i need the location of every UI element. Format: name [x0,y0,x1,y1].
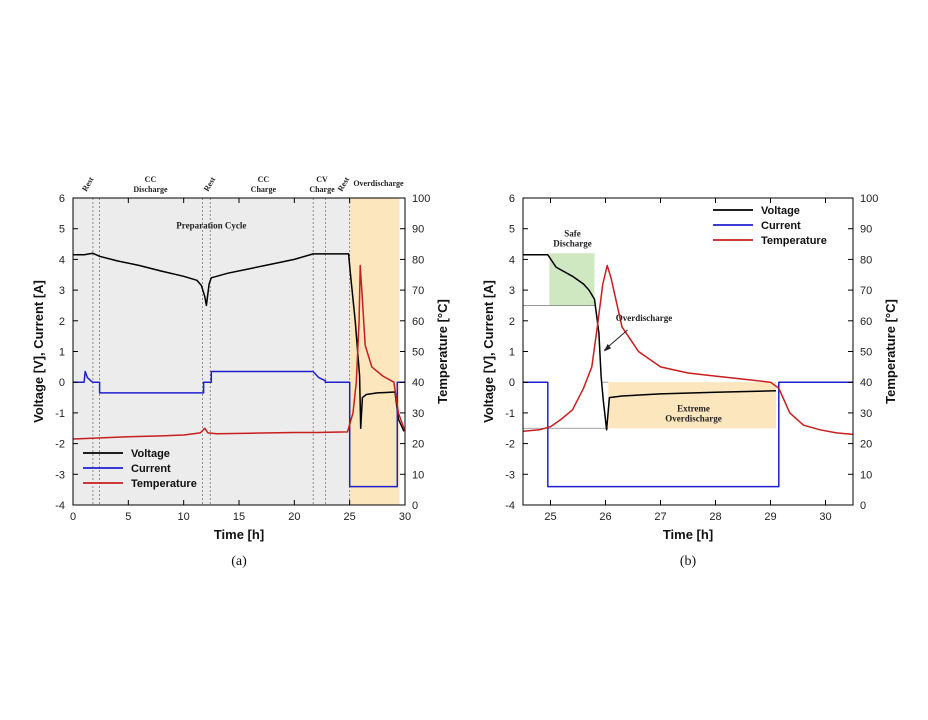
extreme-overdischarge-region [608,382,776,429]
y-tick-label: 5 [59,224,65,236]
preparation-cycle-label: Preparation Cycle [176,221,246,231]
y2-tick-label: 30 [412,408,424,420]
legend-label: Current [761,220,801,232]
y2-tick-label: 60 [860,316,872,328]
y2-tick-label: 10 [412,469,424,481]
preparation-region [73,198,350,505]
y-tick-label: 0 [59,377,65,389]
y-tick-label: -3 [55,469,65,481]
voltage-series-line [73,252,405,432]
phase-label: Overdischarge [353,179,404,188]
phase-label: CC Charge [251,175,277,194]
current-series-line [73,370,405,488]
y2-tick-label: 0 [412,500,418,512]
y2-axis-label: Temperature [°C] [435,299,450,404]
y-tick-label: 6 [509,193,515,205]
y-tick-label: 3 [509,285,515,297]
y-tick-label: -1 [505,408,515,420]
x-tick-label: 5 [125,511,131,523]
y-axis-label: Voltage [V], Current [A] [481,280,496,423]
y-tick-label: -3 [505,469,515,481]
phase-label: CV Charge [309,175,335,194]
y-tick-label: -4 [505,500,515,512]
legend-label: Voltage [131,448,170,460]
x-tick-label: 10 [178,511,190,523]
y2-tick-label: 20 [412,439,424,451]
y2-tick-label: 30 [860,408,872,420]
y-tick-label: -2 [505,439,515,451]
y-axis-label: Voltage [V], Current [A] [31,280,46,423]
overdischarge-label: Overdischarge [616,313,673,323]
y-tick-label: 0 [509,377,515,389]
phase-label: Rest [202,175,218,193]
y2-tick-label: 10 [860,469,872,481]
x-tick-label: 29 [764,511,776,523]
overdischarge-arrowhead [603,343,611,352]
y-tick-label: -1 [55,408,65,420]
x-tick-label: 0 [70,511,76,523]
y2-tick-label: 0 [860,500,866,512]
chart-panel-a: 0 5 10 15 20 25 30-4-3-2-101234560102030405060… [31,175,450,569]
y-tick-label: -4 [55,500,65,512]
temperature-series-line [73,264,405,440]
y-tick-label: 4 [59,254,65,266]
phase-label: Rest [80,175,96,193]
y2-tick-label: 80 [860,254,872,266]
legend-label: Temperature [761,235,827,247]
x-tick-label: 25 [344,511,356,523]
x-tick-label: 28 [709,511,721,523]
y2-tick-label: 20 [860,439,872,451]
x-axis-label: Time [h] [214,527,264,542]
y-tick-label: 5 [509,224,515,236]
y2-tick-label: 90 [412,224,424,236]
y-tick-label: 4 [509,254,515,266]
x-tick-label: 30 [399,511,411,523]
x-tick-label: 15 [233,511,245,523]
chart-panel-b: 25 26 27 28 29 30-4-3-2-101234560102030405060… [481,193,898,569]
safe-discharge-region [549,253,595,306]
y2-tick-label: 40 [412,377,424,389]
extreme-overdischarge-label: Extreme Overdischarge [665,403,722,423]
y-tick-label: 2 [59,316,65,328]
phase-label: CC Discharge [133,175,168,194]
x-tick-label: 25 [544,511,556,523]
y2-tick-label: 60 [412,316,424,328]
y2-tick-label: 80 [412,254,424,266]
voltage-series-line [523,254,777,431]
y2-tick-label: 40 [860,377,872,389]
y-tick-label: 2 [509,316,515,328]
panel-caption: (a) [231,554,247,569]
y-tick-label: 1 [59,347,65,359]
y2-tick-label: 50 [412,347,424,359]
x-tick-label: 27 [654,511,666,523]
y-tick-label: -2 [55,439,65,451]
y2-tick-label: 50 [860,347,872,359]
x-tick-label: 30 [819,511,831,523]
x-tick-label: 26 [599,511,611,523]
x-axis-label: Time [h] [663,527,713,542]
y-tick-label: 1 [509,347,515,359]
legend-label: Voltage [761,205,800,217]
y2-tick-label: 90 [860,224,872,236]
y2-tick-label: 70 [412,285,424,297]
current-series-line [523,381,853,488]
panel-caption: (b) [680,554,697,569]
phase-label: Rest [336,175,352,193]
y-tick-label: 3 [59,285,65,297]
y2-tick-label: 70 [860,285,872,297]
x-tick-label: 20 [288,511,300,523]
temperature-series-line [523,264,853,436]
legend-label: Current [131,463,171,475]
y-tick-label: 6 [59,193,65,205]
y2-tick-label: 100 [412,193,430,205]
legend-label: Temperature [131,478,197,490]
y2-tick-label: 100 [860,193,878,205]
safe-discharge-label: Safe Discharge [553,228,592,248]
y2-axis-label: Temperature [°C] [883,299,898,404]
